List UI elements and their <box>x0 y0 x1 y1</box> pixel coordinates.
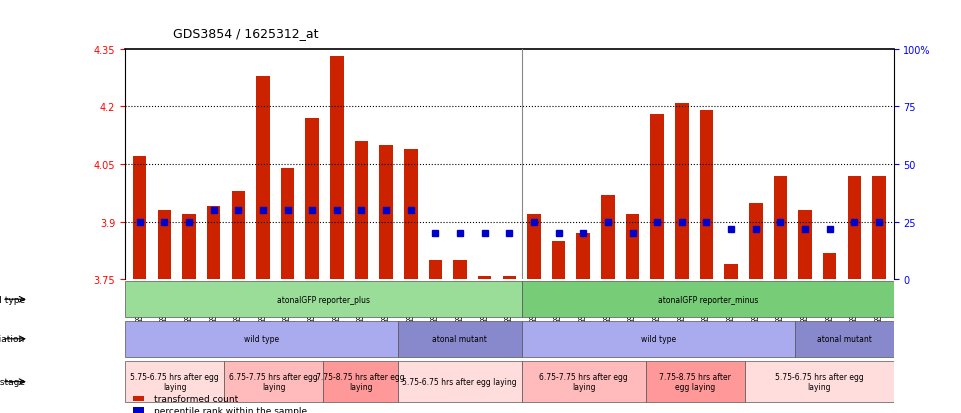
FancyBboxPatch shape <box>795 321 894 357</box>
Bar <box>528 214 541 280</box>
Bar <box>602 195 615 280</box>
Text: wild type: wild type <box>641 335 676 344</box>
Text: 6.75-7.75 hrs after egg
laying: 6.75-7.75 hrs after egg laying <box>539 372 628 392</box>
Bar <box>799 211 812 280</box>
Bar <box>700 111 713 280</box>
FancyBboxPatch shape <box>125 361 224 402</box>
FancyBboxPatch shape <box>323 361 398 402</box>
FancyBboxPatch shape <box>522 321 795 357</box>
Bar <box>848 176 861 280</box>
Text: 5.75-6.75 hrs after egg laying: 5.75-6.75 hrs after egg laying <box>403 377 517 386</box>
FancyBboxPatch shape <box>398 361 522 402</box>
Text: 5.75-6.75 hrs after egg
laying: 5.75-6.75 hrs after egg laying <box>775 372 864 392</box>
Bar <box>675 103 689 280</box>
Bar <box>749 203 762 280</box>
Bar <box>725 264 738 280</box>
FancyBboxPatch shape <box>522 361 646 402</box>
Text: atonalGFP reporter_minus: atonalGFP reporter_minus <box>657 295 758 304</box>
Text: 6.75-7.75 hrs after egg
laying: 6.75-7.75 hrs after egg laying <box>230 372 318 392</box>
Text: atonal mutant: atonal mutant <box>432 335 487 344</box>
Text: percentile rank within the sample: percentile rank within the sample <box>154 406 307 413</box>
Bar <box>429 261 442 280</box>
FancyBboxPatch shape <box>224 361 323 402</box>
Bar <box>232 192 245 280</box>
FancyBboxPatch shape <box>125 321 398 357</box>
Text: 7.75-8.75 hrs after
egg laying: 7.75-8.75 hrs after egg laying <box>659 372 731 392</box>
Bar <box>281 169 294 280</box>
Bar <box>552 242 565 280</box>
Bar <box>454 261 467 280</box>
Bar <box>404 150 417 280</box>
Text: transformed count: transformed count <box>154 394 238 403</box>
FancyBboxPatch shape <box>646 361 745 402</box>
Text: genotype/variation: genotype/variation <box>0 335 25 344</box>
Bar <box>478 276 491 280</box>
Bar <box>133 157 146 280</box>
Bar <box>873 176 886 280</box>
FancyBboxPatch shape <box>522 282 894 317</box>
Text: wild type: wild type <box>244 335 279 344</box>
Text: 5.75-6.75 hrs after egg
laying: 5.75-6.75 hrs after egg laying <box>130 372 219 392</box>
Bar <box>823 253 836 280</box>
Bar <box>380 145 393 280</box>
Text: GDS3854 / 1625312_at: GDS3854 / 1625312_at <box>173 27 318 40</box>
Bar <box>158 211 171 280</box>
Bar <box>257 76 270 280</box>
Bar <box>355 142 368 280</box>
Bar <box>774 176 787 280</box>
Text: 7.75-8.75 hrs after egg
laying: 7.75-8.75 hrs after egg laying <box>316 372 405 392</box>
FancyBboxPatch shape <box>125 282 522 317</box>
Bar <box>306 119 319 280</box>
Text: atonal mutant: atonal mutant <box>817 335 872 344</box>
Bar <box>503 276 516 280</box>
Bar <box>330 57 344 280</box>
Text: development stage: development stage <box>0 377 25 386</box>
Bar <box>651 115 664 280</box>
FancyBboxPatch shape <box>398 321 522 357</box>
Text: cell type: cell type <box>0 295 25 304</box>
Bar <box>183 214 196 280</box>
Bar <box>577 234 590 280</box>
FancyBboxPatch shape <box>745 361 894 402</box>
Text: atonalGFP reporter_plus: atonalGFP reporter_plus <box>277 295 370 304</box>
Bar <box>626 214 639 280</box>
Bar <box>207 207 220 280</box>
